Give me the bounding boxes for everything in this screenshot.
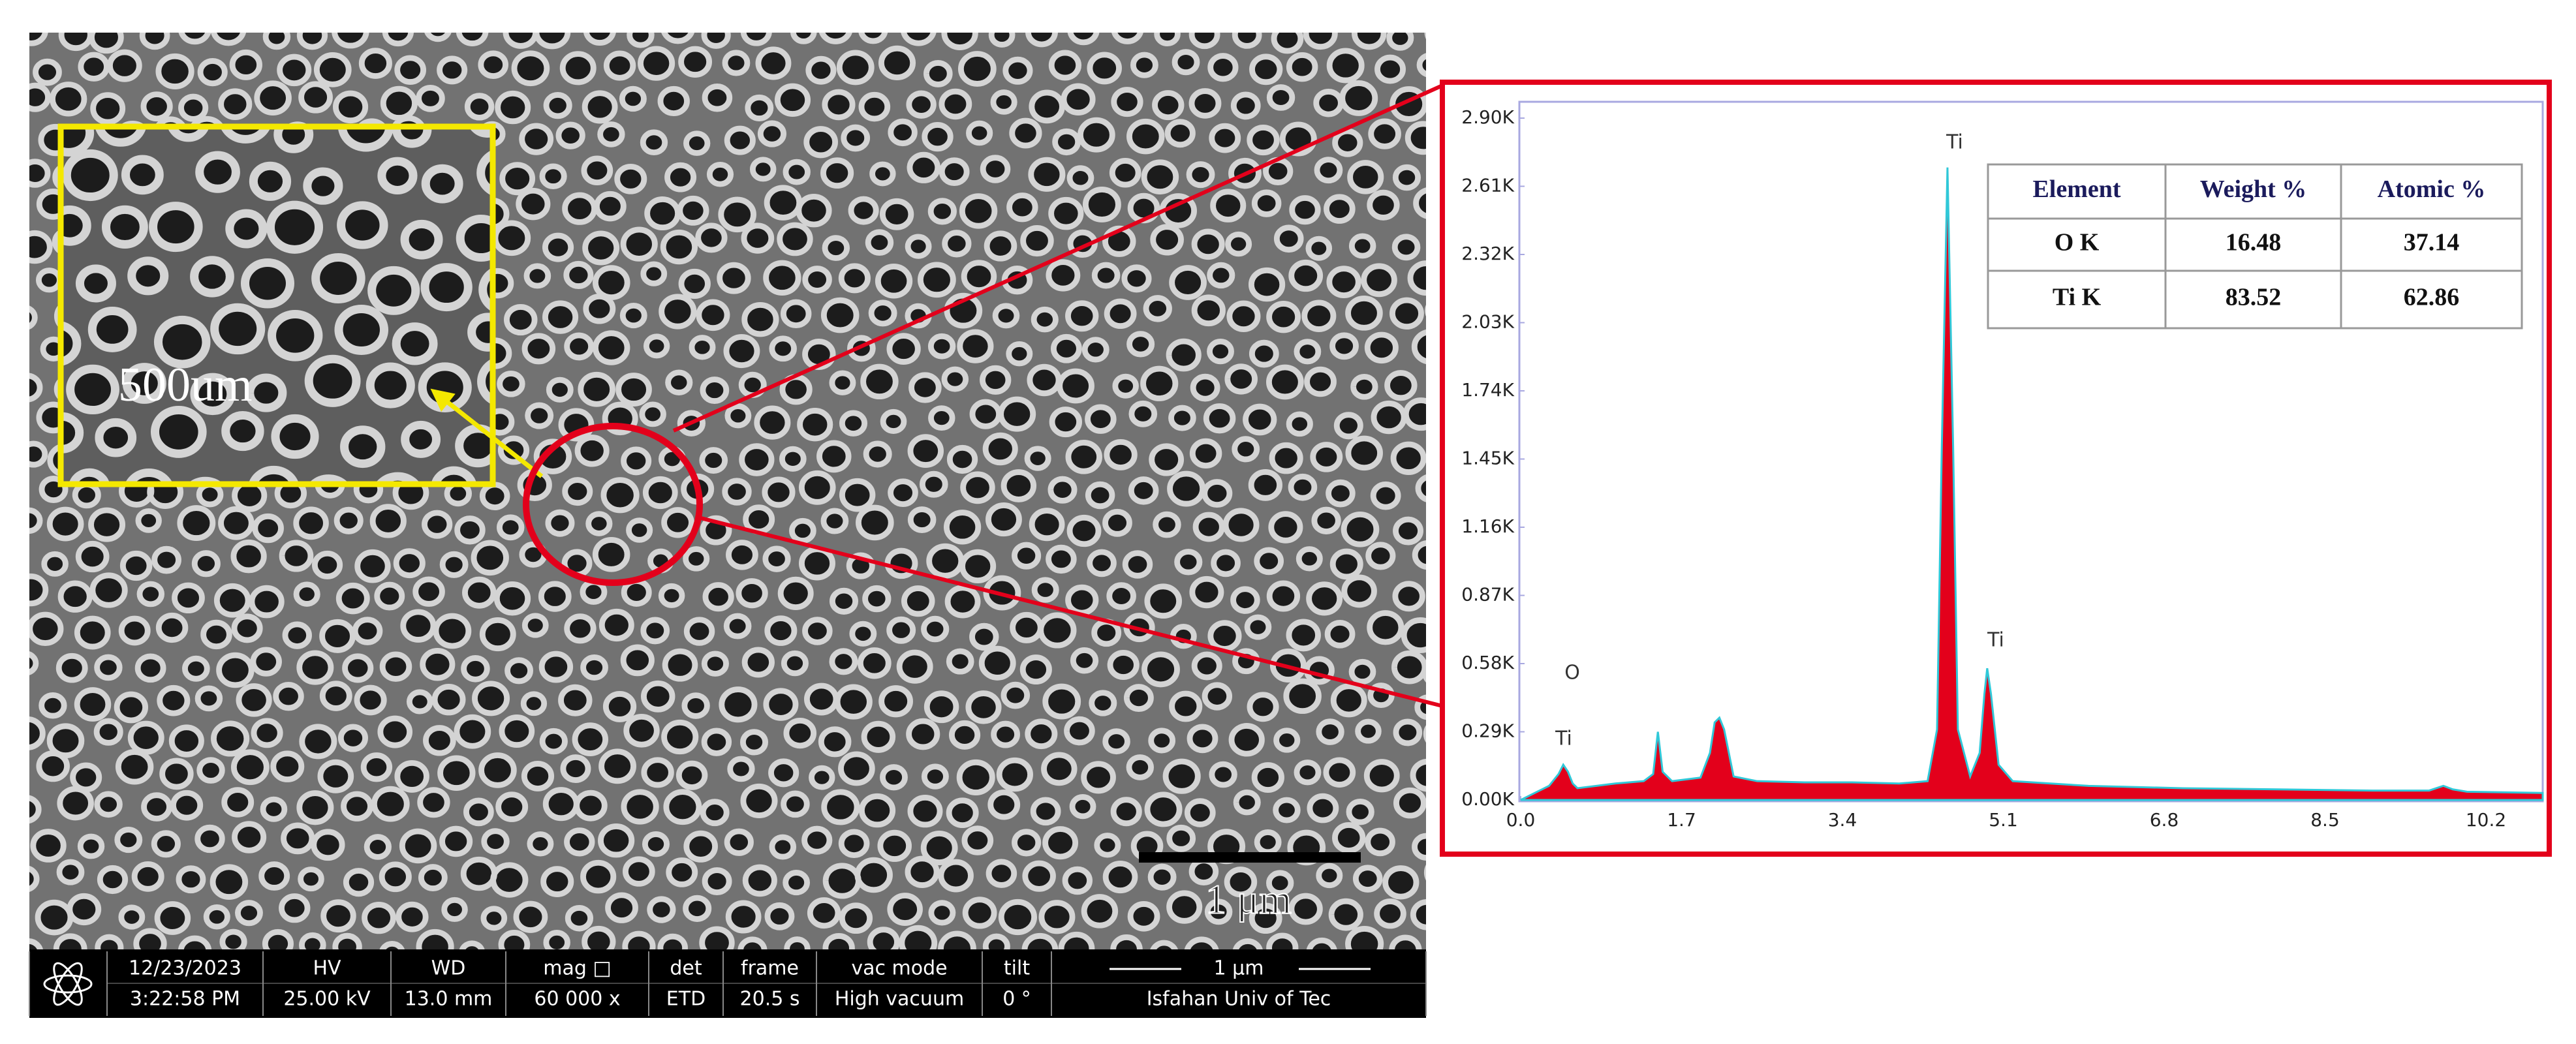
info-field: 12/23/2023 <box>129 957 241 980</box>
info-scale-label: 1 μm <box>1214 957 1264 980</box>
info-field: 13.0 mm <box>405 988 493 1011</box>
info-field: det <box>670 957 702 980</box>
x-tick-label: 10.2 <box>2466 809 2506 831</box>
y-tick-label: 1.74K <box>1461 379 1514 401</box>
y-tick-label: 1.45K <box>1461 448 1514 469</box>
table-header: Element <box>2032 176 2120 203</box>
x-tick-label: 3.4 <box>1828 809 1857 831</box>
peak-label: Ti <box>1946 131 1963 154</box>
peak-label: Ti <box>1555 728 1572 750</box>
table-cell: O K <box>2055 229 2100 256</box>
atom-icon <box>43 962 93 1006</box>
info-field: HV <box>313 957 341 980</box>
peak-label: Ti <box>1987 629 2004 652</box>
peak-label: O <box>1564 662 1580 684</box>
y-tick-label: 1.16K <box>1461 515 1514 537</box>
y-tick-label: 0.58K <box>1461 652 1514 673</box>
y-tick-label: 2.61K <box>1461 175 1514 196</box>
x-tick-label: 0.0 <box>1506 809 1536 831</box>
table-header: Weight % <box>2200 176 2307 203</box>
y-tick-label: 0.29K <box>1461 720 1514 742</box>
x-tick-label: 6.8 <box>2150 809 2179 831</box>
zoom-line <box>698 515 1443 708</box>
x-tick-label: 1.7 <box>1667 809 1696 831</box>
zoom-line <box>672 84 1444 433</box>
table-cell: 62.86 <box>2404 284 2460 311</box>
info-field: tilt <box>1004 957 1030 980</box>
inset-label: 500um <box>118 358 253 412</box>
info-field: 25.00 kV <box>283 988 371 1011</box>
spectrum: 0.00K 0.29K 0.58K 0.87K 1.16K 1.45K 1.74K 2.03K… <box>1461 106 2544 831</box>
info-field: High vacuum <box>835 988 964 1011</box>
info-field: mag □ <box>543 957 612 980</box>
table-cell: 83.52 <box>2226 284 2282 311</box>
sem-inset <box>61 127 493 484</box>
info-field: 20.5 s <box>740 988 800 1011</box>
y-tick-label: 2.32K <box>1461 243 1514 264</box>
y-tick-label: 0.87K <box>1461 584 1514 606</box>
info-field: 60 000 x <box>534 988 620 1011</box>
inset-frame <box>57 123 496 487</box>
x-tick-label: 5.1 <box>1989 809 2018 831</box>
table-cell: 16.48 <box>2226 229 2282 256</box>
pores <box>61 127 493 484</box>
y-tick-label: 0.00K <box>1461 788 1514 810</box>
region-circle <box>523 423 703 586</box>
info-field: vac mode <box>851 957 947 980</box>
x-tick-label: 8.5 <box>2310 809 2340 831</box>
table-frame <box>1987 163 2523 330</box>
info-field: frame <box>741 957 799 980</box>
spectrum-area <box>1520 167 2544 801</box>
inset-arrow <box>430 388 544 478</box>
info-field: 0 ° <box>1002 988 1031 1011</box>
info-field: ETD <box>666 988 706 1011</box>
info-bar: 1 μm Isfahan Univ of Tec 12/23/2023 3:22:… <box>29 949 1427 1018</box>
info-field: WD <box>431 957 466 980</box>
info-institution: Isfahan Univ of Tec <box>1147 988 1331 1011</box>
info-field: 3:22:58 PM <box>130 988 240 1011</box>
table-cell: 37.14 <box>2404 229 2460 256</box>
y-tick-label: 2.90K <box>1461 106 1514 128</box>
table-cell: Ti K <box>2053 284 2102 311</box>
table-header: Atomic % <box>2378 176 2486 203</box>
scale-bar-label: 1 μm <box>1205 876 1292 923</box>
y-tick-label: 2.03K <box>1461 311 1514 333</box>
